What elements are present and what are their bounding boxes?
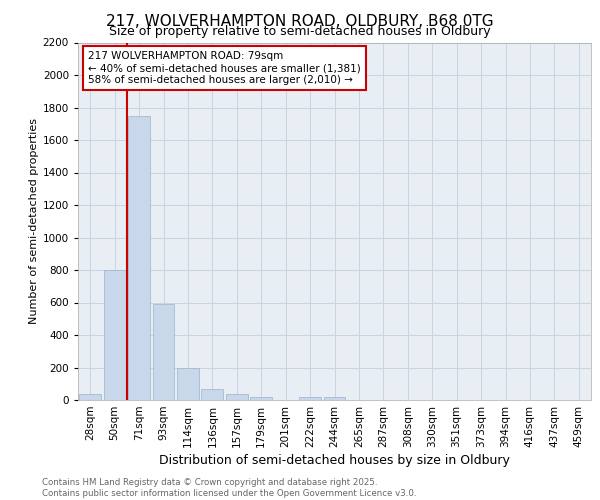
- Bar: [152, 304, 175, 400]
- Bar: [202, 390, 223, 400]
- Bar: [299, 397, 321, 400]
- Bar: [226, 394, 248, 400]
- Y-axis label: Number of semi-detached properties: Number of semi-detached properties: [29, 118, 38, 324]
- Bar: [104, 270, 125, 400]
- Bar: [177, 368, 199, 400]
- Bar: [323, 397, 346, 400]
- Bar: [79, 394, 101, 400]
- Text: 217 WOLVERHAMPTON ROAD: 79sqm
← 40% of semi-detached houses are smaller (1,381)
: 217 WOLVERHAMPTON ROAD: 79sqm ← 40% of s…: [88, 52, 361, 84]
- Text: Contains HM Land Registry data © Crown copyright and database right 2025.
Contai: Contains HM Land Registry data © Crown c…: [42, 478, 416, 498]
- Bar: [128, 116, 150, 400]
- Text: Size of property relative to semi-detached houses in Oldbury: Size of property relative to semi-detach…: [109, 25, 491, 38]
- X-axis label: Distribution of semi-detached houses by size in Oldbury: Distribution of semi-detached houses by …: [159, 454, 510, 467]
- Bar: [250, 397, 272, 400]
- Text: 217, WOLVERHAMPTON ROAD, OLDBURY, B68 0TG: 217, WOLVERHAMPTON ROAD, OLDBURY, B68 0T…: [106, 14, 494, 29]
